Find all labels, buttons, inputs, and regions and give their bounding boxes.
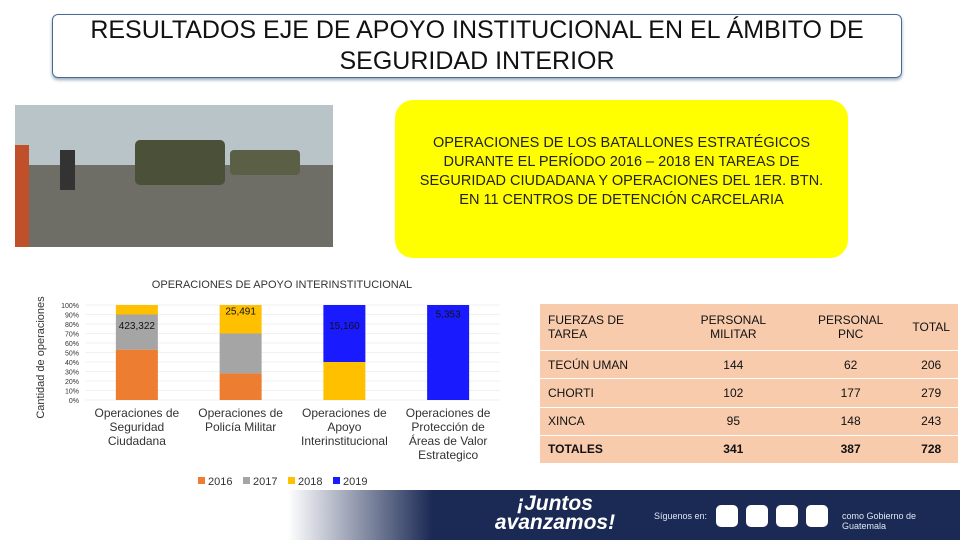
legend-swatch [288, 477, 295, 484]
chart: OPERACIONES DE APOYO INTERINSTITUCIONAL C… [35, 279, 500, 488]
table-row: TECÚN UMAN 144 62 206 [540, 350, 958, 380]
bar-segment [115, 314, 158, 350]
table-cell: 102 [669, 378, 797, 408]
y-tick-label: 50% [65, 351, 79, 358]
table-cell: 243 [904, 407, 958, 436]
header-cell: PERSONAL MILITAR [669, 304, 797, 351]
legend-swatch [198, 477, 205, 484]
bar-label: 25,491 [225, 307, 256, 318]
header-cell: FUERZAS DE TAREA [540, 304, 670, 351]
y-tick-label: 60% [65, 341, 79, 348]
photo [15, 105, 333, 247]
footer [0, 490, 960, 540]
follow-text: Síguenos en: [654, 511, 708, 521]
y-tick-label: 30% [65, 370, 79, 377]
instagram-icon[interactable] [776, 505, 798, 527]
title: RESULTADOS EJE DE APOYO INSTITUCIONAL EN… [52, 14, 902, 78]
twitter-icon[interactable] [746, 505, 768, 527]
x-tick-label: Operaciones de Apoyo Interinstitucional [301, 406, 388, 448]
y-tick-label: 70% [65, 332, 79, 339]
gov-text: como Gobierno de Guatemala [842, 511, 917, 531]
legend-swatch [243, 477, 250, 484]
table-cell: TECÚN UMAN [540, 350, 670, 380]
legend-label: 2016 [208, 476, 232, 488]
x-tick-label: Operaciones de Seguridad Ciudadana [94, 406, 180, 448]
header-cell: TOTAL [904, 304, 958, 351]
bar-label: 423,322 [119, 321, 156, 332]
table-cell: 95 [669, 407, 797, 436]
bar-segment [427, 305, 470, 400]
bar-segment [219, 333, 262, 374]
table-cell: 177 [796, 378, 905, 408]
x-label-box: Operaciones de Policía Militar [198, 406, 283, 434]
x-label-box: Operaciones de Seguridad Ciudadana [94, 406, 180, 448]
y-tick-label: 20% [65, 379, 79, 386]
table-row: XINCA 95 148 243 [540, 407, 958, 436]
x-label-box: Operaciones de Protección de Áreas de Va… [405, 406, 491, 462]
y-tick-label: 90% [65, 313, 79, 320]
bar-segment [115, 349, 158, 400]
legend-swatch [333, 477, 340, 484]
bar-segment [219, 305, 262, 334]
bar-label: 15,160 [329, 321, 360, 332]
x-tick-label: Operaciones de Policía Militar [198, 406, 283, 434]
legend-label: 2018 [298, 476, 322, 488]
banner-text: OPERACIONES DE LOS BATALLONES ESTRATÉGIC… [419, 135, 824, 208]
slogan: ¡Juntos avanzamos! [494, 492, 616, 534]
x-label-box: Operaciones de Apoyo Interinstitucional [301, 406, 388, 448]
bar-segment [219, 373, 262, 400]
y-tick-label: 100% [61, 303, 79, 310]
legend-label: 2017 [253, 476, 277, 488]
table-cell: 144 [669, 350, 797, 380]
y-tick-label: 10% [65, 389, 79, 396]
table-cell: 148 [796, 407, 905, 436]
y-axis-label: Cantidad de operaciones [35, 296, 47, 419]
table-cell: XINCA [540, 407, 670, 436]
legend-label: 2019 [343, 476, 367, 488]
banner: OPERACIONES DE LOS BATALLONES ESTRATÉGIC… [395, 100, 848, 258]
table-cell: 279 [904, 378, 958, 408]
x-tick-label: Operaciones de Protección de Áreas de Va… [405, 406, 491, 462]
bar-segment [115, 305, 158, 315]
table-cell: CHORTI [540, 378, 670, 408]
table-row: CHORTI 102 177 279 [540, 378, 958, 408]
table-cell: 728 [904, 435, 958, 465]
facebook-icon[interactable] [716, 505, 738, 527]
table-row: TOTALES 341 387 728 [540, 435, 958, 465]
bar-segment [323, 362, 366, 400]
table-cell: 341 [669, 435, 797, 465]
y-tick-label: 0% [69, 398, 79, 405]
y-tick-label: 40% [65, 360, 79, 367]
table-cell: 206 [904, 350, 958, 380]
chart-title: OPERACIONES DE APOYO INTERINSTITUCIONAL [152, 279, 412, 291]
table-cell: TOTALES [540, 435, 670, 465]
table: FUERZAS DE TAREA PERSONAL MILITAR PERSONAL… [540, 304, 958, 465]
table-header-row: FUERZAS DE TAREA PERSONAL MILITAR PERSONAL… [540, 304, 958, 351]
bar-label: 5,353 [436, 309, 461, 320]
youtube-icon[interactable] [806, 505, 828, 527]
y-tick-label: 80% [65, 322, 79, 329]
table-cell: 62 [796, 350, 905, 380]
header-cell: PERSONAL PNC [796, 304, 905, 351]
bar-segment [323, 305, 366, 362]
table-cell: 387 [796, 435, 905, 465]
